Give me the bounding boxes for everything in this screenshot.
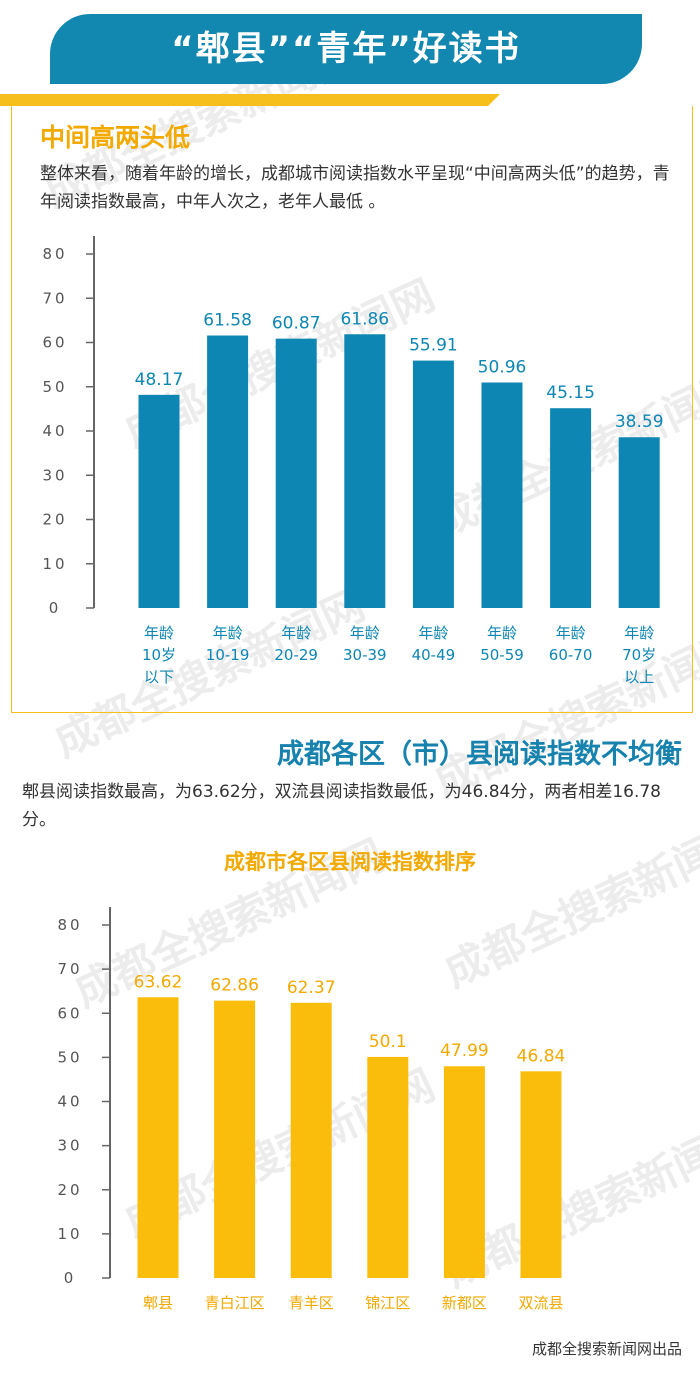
y-tick-label: 50 — [57, 1048, 82, 1066]
bar — [481, 382, 523, 608]
section2-heading: 成都各区（市）县阅读指数不均衡 — [277, 739, 682, 770]
section1-description: 整体来看，随着年龄的增长，成都城市阅读指数水平呈现“中间高两头低”的趋势，青年阅… — [40, 164, 670, 212]
y-tick-label: 60 — [42, 334, 67, 352]
bar-value-label: 48.17 — [135, 370, 184, 390]
bar-value-label: 61.86 — [340, 309, 389, 329]
category-label: 年龄 20-29 — [274, 624, 318, 664]
category-label: 年龄 60-70 — [549, 624, 593, 664]
bar-value-label: 47.99 — [440, 1041, 489, 1061]
category-label: 年龄 10-19 — [206, 624, 250, 664]
bar — [520, 1071, 562, 1278]
category-label: 郫县 — [143, 1294, 173, 1312]
y-tick-label: 20 — [57, 1181, 82, 1199]
y-tick-label: 40 — [42, 422, 67, 440]
y-tick-label: 80 — [42, 245, 67, 263]
y-tick-label: 70 — [57, 960, 82, 978]
y-tick-label: 70 — [42, 289, 67, 307]
bar — [412, 360, 454, 608]
bar-value-label: 62.37 — [287, 978, 336, 998]
bar-value-label: 61.58 — [203, 311, 252, 331]
bar-value-label: 50.96 — [478, 358, 527, 378]
bar — [138, 394, 180, 608]
bar — [344, 334, 386, 608]
bar-value-label: 38.59 — [615, 412, 664, 432]
bar-value-label: 62.86 — [210, 976, 259, 996]
section2-description: 郫县阅读指数最高，为63.62分，双流县阅读指数最低，为46.84分，两者相差1… — [22, 782, 662, 830]
y-tick-label: 40 — [57, 1093, 82, 1111]
y-tick-label: 50 — [42, 378, 67, 396]
y-tick-label: 30 — [42, 466, 67, 484]
bar — [443, 1066, 485, 1278]
bar-value-label: 46.84 — [517, 1046, 566, 1066]
y-tick-label: 10 — [42, 555, 67, 573]
chart2-title: 成都市各区县阅读指数排序 — [224, 850, 476, 874]
bar — [550, 408, 592, 608]
bar-value-label: 45.15 — [546, 383, 595, 403]
bar — [137, 997, 179, 1278]
category-label: 青白江区 — [205, 1294, 265, 1312]
section1-heading: 中间高两头低 — [40, 123, 191, 152]
bar — [207, 335, 249, 608]
y-tick-label: 30 — [57, 1137, 82, 1155]
bar — [367, 1056, 409, 1278]
bar-value-label: 55.91 — [409, 336, 458, 356]
bar — [275, 338, 317, 608]
category-label: 双流县 — [518, 1294, 563, 1312]
category-label: 新都区 — [442, 1294, 487, 1312]
category-label: 锦江区 — [365, 1294, 410, 1312]
category-label: 年龄 70岁以上 — [622, 624, 656, 686]
title-banner — [50, 14, 642, 84]
y-tick-label: 10 — [57, 1225, 82, 1243]
y-tick-label: 0 — [49, 599, 62, 617]
district-reading-index-chart: 0 10 20 30 40 50 60 70 80 63.62 郫县 62.86 青白江区 62.37 青羊… — [57, 907, 566, 1312]
page-title: “郫县”“青年”好读书 — [171, 29, 521, 69]
bar — [618, 437, 660, 608]
bar-value-label: 60.87 — [272, 314, 321, 334]
category-label: 年龄 50-59 — [480, 624, 524, 664]
bar-value-label: 50.1 — [369, 1032, 407, 1052]
bar — [214, 1000, 256, 1278]
age-reading-index-chart: 0 10 20 30 40 50 60 70 80 48.17 年龄 10岁以下 61.58 年龄 10-1… — [42, 236, 664, 686]
bar — [290, 1002, 332, 1278]
category-label: 年龄 10岁以下 — [142, 624, 176, 686]
category-label: 年龄 40-49 — [412, 624, 456, 664]
category-label: 年龄 30-39 — [343, 624, 387, 664]
section1-frame — [11, 106, 693, 713]
yellow-stripe — [0, 94, 500, 106]
category-label: 青羊区 — [289, 1294, 334, 1312]
footer-credit: 成都全搜索新闻网出品 — [531, 1340, 682, 1358]
y-tick-label: 20 — [42, 511, 67, 529]
y-tick-label: 80 — [57, 916, 82, 934]
bar-value-label: 63.62 — [134, 972, 183, 992]
y-tick-label: 60 — [57, 1004, 82, 1022]
y-tick-label: 0 — [64, 1269, 77, 1287]
